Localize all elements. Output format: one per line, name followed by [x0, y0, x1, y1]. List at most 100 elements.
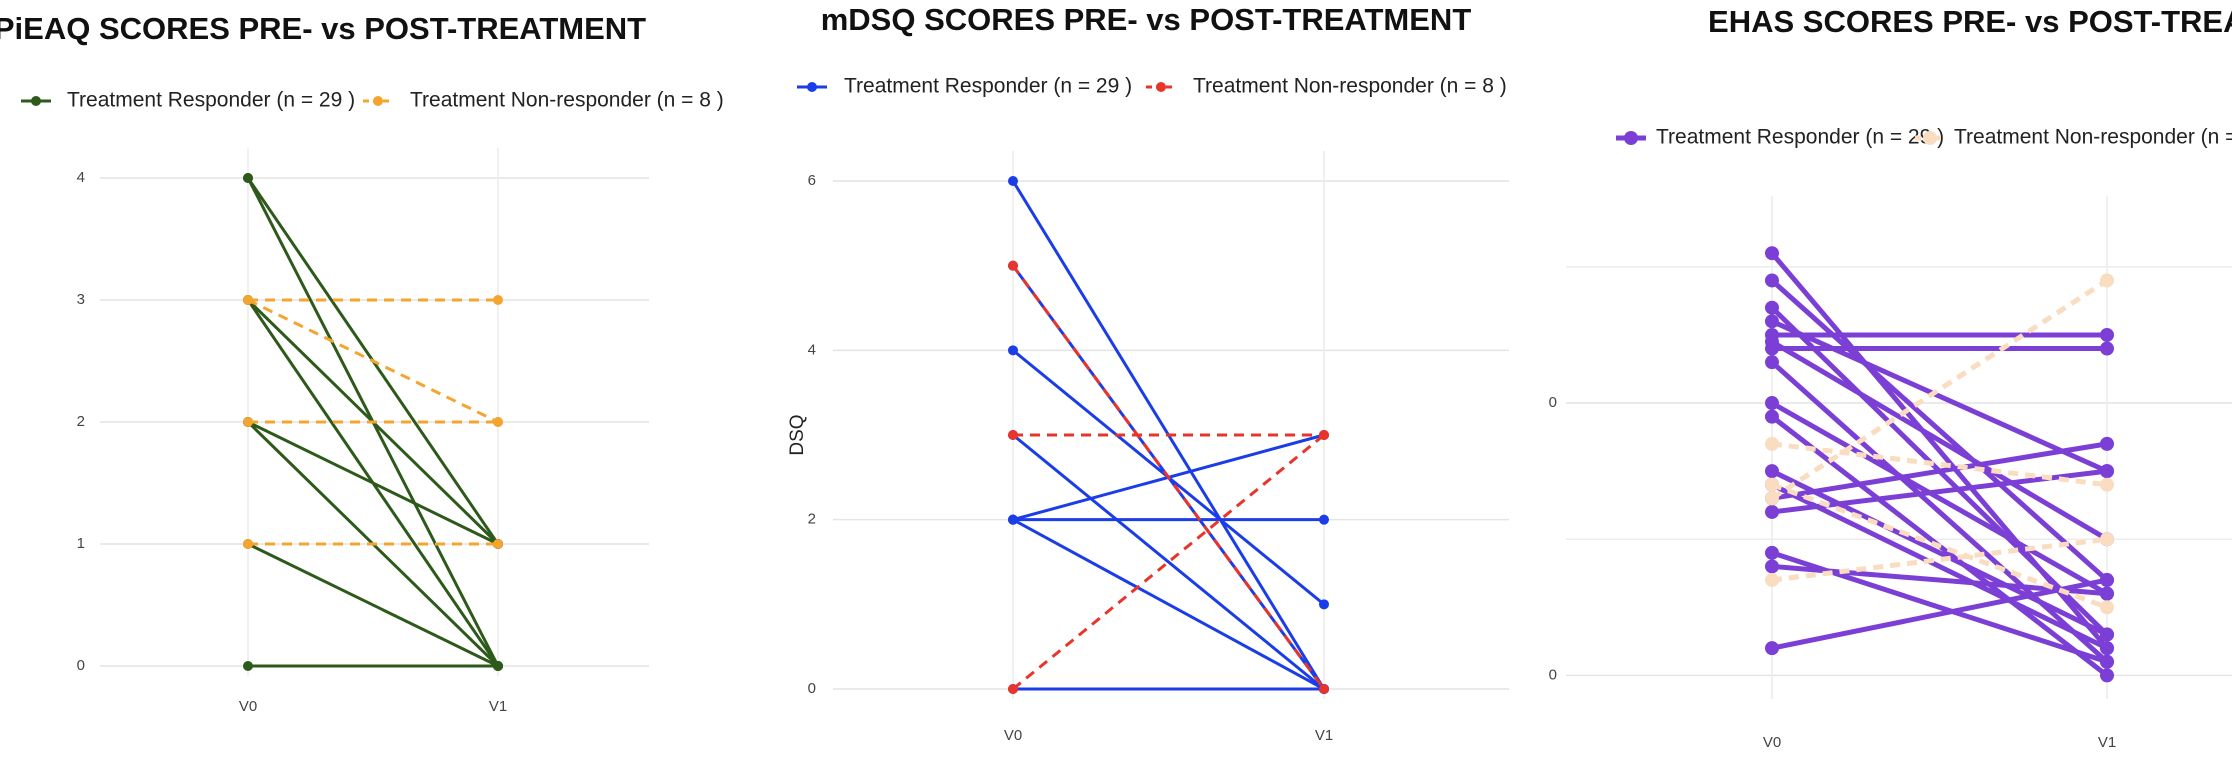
pair-line — [247, 542, 499, 668]
y-tick-label: 6 — [808, 172, 816, 189]
pair-line — [1770, 482, 2109, 651]
point — [1765, 559, 1779, 574]
pair-line — [1770, 468, 2109, 637]
point — [243, 661, 253, 671]
point — [1008, 430, 1018, 440]
chart-title: PiEAQ SCORES PRE- vs POST-TREATMENT — [0, 11, 646, 46]
point — [243, 173, 253, 183]
point — [2100, 477, 2114, 492]
point — [493, 295, 503, 305]
pair-line — [1012, 433, 1325, 691]
x-tick-label: V1 — [2098, 734, 2116, 751]
point — [1765, 334, 1779, 349]
legend-label: Treatment Responder (n = 29 ) — [1656, 126, 1944, 149]
point — [2100, 573, 2114, 588]
legend-label: Treatment Non-responder (n = 8 ) — [1193, 75, 1507, 98]
legend-label: Treatment Non-responder (n = 8 ) — [1954, 126, 2232, 149]
point — [1008, 345, 1018, 356]
point — [1765, 504, 1779, 519]
pair-line — [1771, 482, 2108, 610]
y-tick-label: 0 — [1549, 666, 1557, 683]
chart-title: EHAS SCORES PRE- vs POST-TREATMENT — [1708, 4, 2232, 39]
point — [2100, 464, 2114, 479]
point — [1319, 430, 1329, 440]
point — [1765, 545, 1779, 560]
point — [2100, 668, 2114, 683]
y-tick-label: 0 — [77, 657, 85, 674]
point — [1319, 514, 1329, 525]
y-axis-label: DSQ — [787, 414, 808, 455]
y-tick-label: 3 — [77, 291, 85, 308]
pair-line — [1770, 278, 2109, 582]
point — [1765, 314, 1779, 329]
point — [243, 539, 253, 549]
point — [2100, 600, 2114, 615]
point — [493, 661, 503, 671]
point — [1765, 477, 1779, 492]
y-tick-label: 4 — [808, 341, 816, 358]
point — [2100, 273, 2114, 288]
point — [2100, 532, 2114, 547]
point — [1765, 409, 1779, 424]
pair-line — [1770, 360, 2109, 664]
point — [1319, 684, 1329, 694]
y-tick-label: 1 — [77, 535, 85, 552]
legend-label: Treatment Non-responder (n = 8 ) — [410, 89, 724, 112]
legend-label: Treatment Responder (n = 29 ) — [844, 75, 1132, 98]
point — [1765, 491, 1779, 506]
point — [2100, 327, 2114, 342]
legend-marker — [31, 96, 41, 106]
point — [1765, 355, 1779, 370]
legend-label: Treatment Responder (n = 29 ) — [67, 89, 355, 112]
point — [493, 539, 503, 549]
pair-line — [1770, 400, 2109, 596]
point — [1765, 464, 1779, 479]
point — [2100, 654, 2114, 669]
pair-line — [1771, 577, 2108, 651]
pair-line — [1011, 264, 1326, 690]
pair-line — [1012, 518, 1325, 691]
legend-marker — [373, 96, 383, 106]
point — [2100, 341, 2114, 356]
pair-line — [1771, 441, 2108, 488]
point — [243, 417, 253, 427]
x-tick-label: V0 — [239, 698, 257, 715]
y-tick-label: 0 — [1549, 394, 1557, 411]
point — [1008, 514, 1018, 525]
x-tick-label: V0 — [1763, 734, 1781, 751]
chart-panel: mDSQ SCORES PRE- vs POST-TREATMENT DSQ 0 2 4… — [787, 2, 1509, 744]
pair-line — [247, 298, 499, 424]
legend-marker — [1624, 131, 1638, 145]
chart-panel: EHAS SCORES PRE- vs POST-TREATMENT 0 0 V0 V1… — [1549, 4, 2232, 751]
point — [2100, 586, 2114, 601]
pair-line — [1770, 319, 2109, 474]
point — [2100, 641, 2114, 656]
pair-line — [1771, 536, 2108, 583]
y-tick-label: 2 — [808, 511, 816, 528]
y-tick-label: 4 — [77, 169, 85, 186]
legend-marker — [1156, 82, 1166, 92]
legend-marker — [807, 82, 817, 92]
x-tick-label: V1 — [489, 698, 507, 715]
point — [1008, 684, 1018, 694]
point — [1008, 260, 1018, 271]
x-tick-label: V1 — [1315, 727, 1333, 744]
pair-line — [247, 420, 499, 546]
point — [2100, 436, 2114, 451]
chart-panel: PiEAQ SCORES PRE- vs POST-TREATMENT 0 1 2 3 4… — [0, 11, 724, 715]
point — [1319, 599, 1329, 610]
point — [493, 417, 503, 427]
y-tick-label: 2 — [77, 413, 85, 430]
point — [1765, 396, 1779, 411]
point — [243, 295, 253, 305]
point — [1765, 436, 1779, 451]
point — [1008, 176, 1018, 186]
point — [1765, 641, 1779, 656]
pair-line — [1771, 441, 2108, 501]
point — [1765, 246, 1779, 261]
point — [1765, 300, 1779, 315]
point — [1765, 273, 1779, 288]
chart-title: mDSQ SCORES PRE- vs POST-TREATMENT — [821, 2, 1472, 37]
legend-marker — [1923, 131, 1937, 145]
